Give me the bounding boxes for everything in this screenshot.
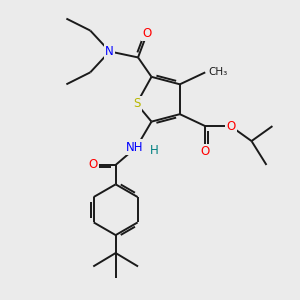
Text: O: O [201, 145, 210, 158]
Text: O: O [226, 120, 235, 133]
Text: S: S [133, 97, 140, 110]
Text: NH: NH [126, 140, 144, 154]
Text: N: N [105, 45, 114, 58]
Text: CH₃: CH₃ [208, 68, 227, 77]
Text: O: O [88, 158, 98, 171]
Text: O: O [142, 27, 152, 40]
Text: H: H [150, 143, 159, 157]
